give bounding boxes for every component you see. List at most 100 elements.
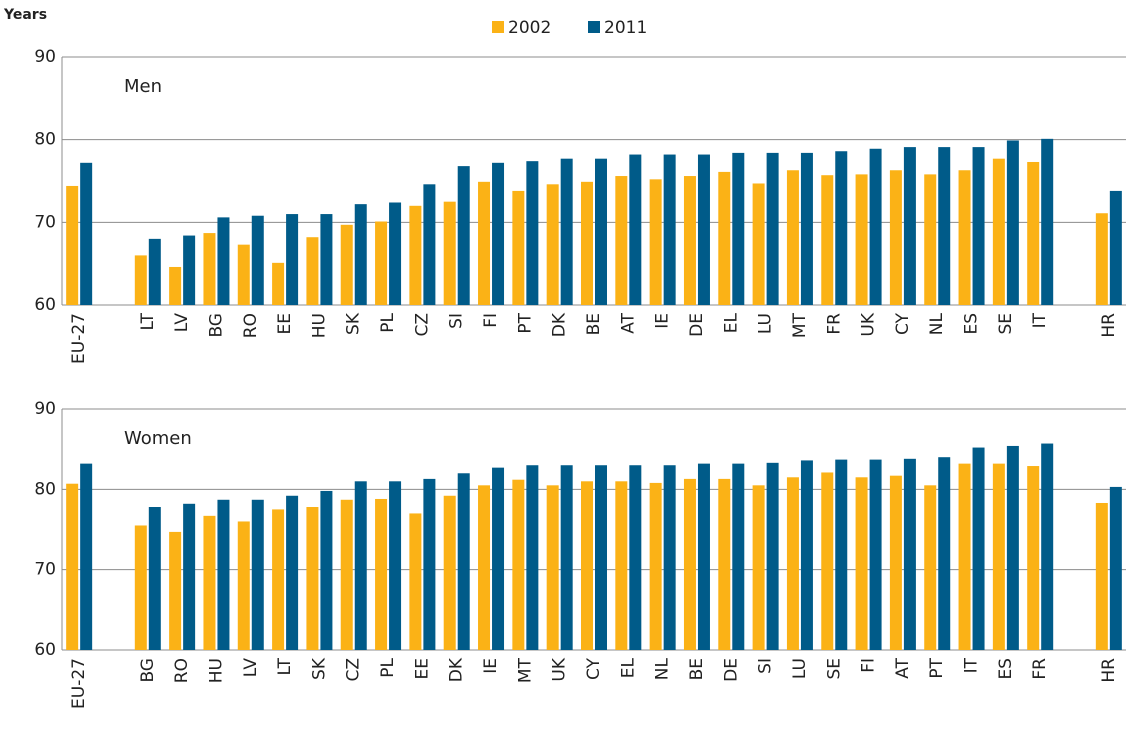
x-tick-label: HU — [206, 658, 226, 683]
bar — [1006, 445, 1019, 650]
bar — [306, 237, 319, 305]
bar — [148, 238, 161, 305]
bar — [718, 171, 731, 305]
x-tick-label: IT — [962, 657, 982, 673]
bar — [183, 235, 196, 305]
bar — [581, 481, 593, 650]
bar — [237, 244, 250, 305]
legend-label: 2011 — [604, 18, 647, 38]
x-tick-label: NL — [927, 312, 947, 335]
bar — [732, 152, 745, 305]
x-tick-label: ES — [996, 658, 1016, 680]
bar — [237, 521, 250, 650]
bar — [889, 475, 902, 650]
bar — [286, 214, 299, 305]
bar — [924, 174, 937, 305]
bar — [320, 214, 333, 305]
bar — [492, 162, 505, 305]
bar — [1027, 161, 1040, 305]
bar — [423, 478, 436, 650]
bar — [958, 170, 971, 305]
bar — [1041, 443, 1054, 650]
x-tick-label: SE — [996, 313, 1016, 335]
bar — [409, 205, 422, 305]
bar — [683, 176, 696, 305]
bar — [560, 465, 573, 650]
bar — [251, 215, 264, 305]
bar — [821, 472, 834, 650]
bar — [1095, 502, 1108, 650]
bar — [786, 477, 799, 650]
bar — [835, 459, 848, 650]
x-tick-label: SK — [344, 312, 364, 335]
bar — [169, 266, 182, 305]
x-tick-label: NL — [653, 657, 673, 680]
bar — [409, 513, 422, 650]
bar — [615, 176, 628, 305]
x-tick-label: LT — [275, 657, 295, 675]
bar — [938, 147, 951, 305]
x-tick-label: EL — [721, 312, 741, 333]
bar — [683, 478, 696, 650]
x-tick-label: BE — [687, 658, 707, 680]
bar — [992, 158, 1005, 305]
x-tick-label: SI — [756, 658, 776, 674]
y-tick-label: 70 — [34, 560, 56, 580]
bar — [203, 515, 216, 650]
bar — [855, 477, 868, 650]
x-tick-label: PL — [378, 312, 398, 332]
bar — [697, 154, 710, 305]
x-tick-label: LU — [756, 313, 776, 334]
bar — [457, 473, 470, 650]
x-tick-label: UK — [859, 312, 879, 336]
x-tick-label: DE — [721, 658, 741, 682]
y-tick-label: 80 — [34, 479, 56, 499]
y-tick-label: 60 — [34, 640, 56, 660]
bar — [697, 463, 710, 650]
x-tick-label: EL — [618, 657, 638, 678]
bar — [134, 255, 147, 305]
bar — [272, 509, 285, 650]
x-tick-label: BE — [584, 313, 604, 335]
x-tick-label: BG — [206, 313, 226, 338]
bar — [629, 154, 642, 305]
bar — [389, 202, 402, 305]
x-tick-label: PL — [378, 657, 398, 677]
x-tick-label: AT — [893, 657, 913, 678]
bar — [389, 481, 402, 650]
x-tick-label: EU-27 — [69, 658, 89, 709]
bar — [732, 463, 745, 650]
bar — [663, 154, 676, 305]
x-tick-label: LV — [172, 313, 192, 333]
bar — [286, 495, 299, 650]
x-tick-label: CZ — [344, 658, 364, 682]
x-tick-label: LU — [790, 658, 810, 679]
y-tick-label: 90 — [34, 399, 56, 419]
bar — [752, 485, 765, 650]
x-tick-label: MT — [515, 657, 535, 683]
bar — [492, 467, 505, 650]
bar — [217, 217, 230, 305]
bar — [855, 174, 868, 305]
bar — [183, 503, 196, 650]
bar — [1109, 190, 1122, 305]
bar — [560, 158, 573, 305]
x-tick-label: HR — [1099, 313, 1119, 338]
panel-title: Men — [124, 76, 162, 97]
y-tick-label: 90 — [34, 47, 56, 67]
bar — [80, 463, 93, 650]
bar — [354, 481, 367, 650]
bar — [354, 204, 367, 305]
bar — [443, 201, 456, 305]
bar — [375, 221, 388, 305]
bar — [992, 463, 1005, 650]
bar — [340, 224, 353, 305]
x-tick-label: SK — [309, 657, 329, 680]
bar — [752, 183, 765, 305]
bar — [924, 485, 937, 650]
bar — [66, 483, 79, 650]
bar — [581, 181, 593, 305]
bar — [217, 499, 230, 650]
bar — [835, 151, 848, 305]
